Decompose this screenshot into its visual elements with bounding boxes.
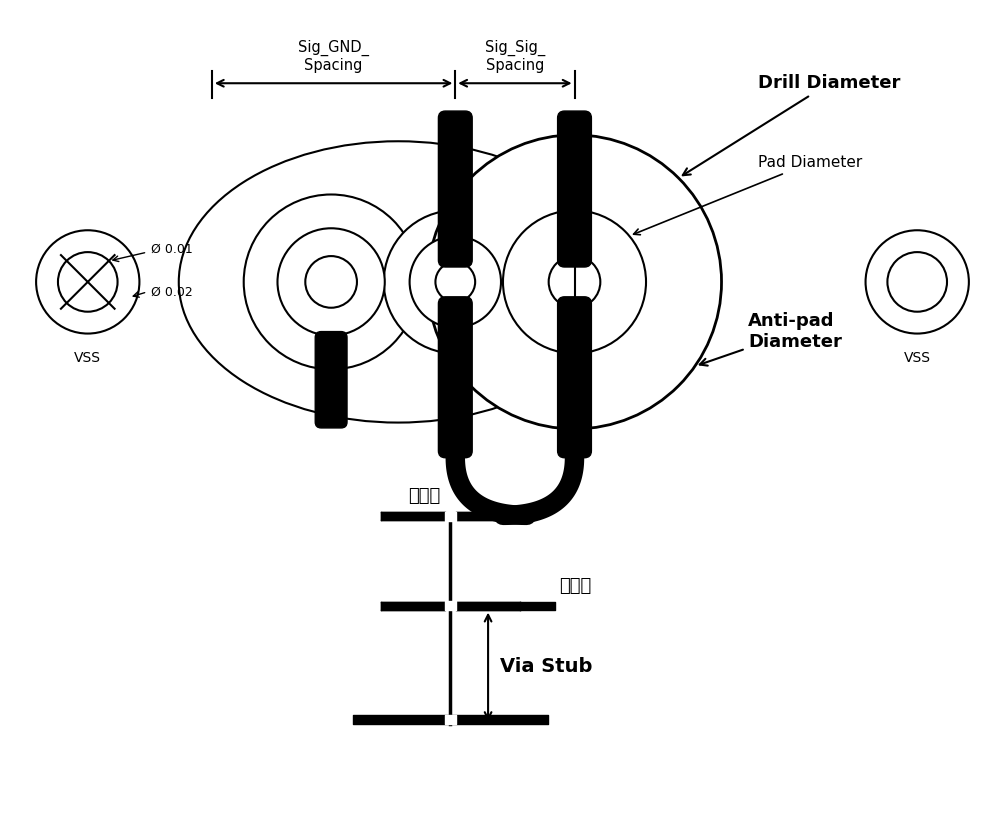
Text: Sig_Sig_
Spacing: Sig_Sig_ Spacing [485, 39, 545, 74]
Circle shape [244, 195, 419, 370]
Text: VSS: VSS [74, 351, 101, 365]
Text: VSS: VSS [904, 351, 931, 365]
Circle shape [435, 262, 475, 302]
Text: Pad Diameter: Pad Diameter [634, 155, 863, 235]
Circle shape [277, 228, 385, 335]
FancyBboxPatch shape [558, 297, 591, 458]
Circle shape [503, 211, 646, 354]
FancyBboxPatch shape [438, 297, 472, 458]
Text: Ø 0.01: Ø 0.01 [151, 242, 193, 256]
Text: Anti-pad
Diameter: Anti-pad Diameter [700, 312, 842, 365]
FancyBboxPatch shape [558, 111, 591, 267]
Text: Drill Diameter: Drill Diameter [683, 74, 901, 176]
Text: Via Stub: Via Stub [500, 657, 592, 676]
Circle shape [410, 237, 501, 328]
Text: Sig_GND_
Spacing: Sig_GND_ Spacing [298, 39, 369, 74]
Text: 信号进: 信号进 [408, 487, 440, 506]
FancyBboxPatch shape [315, 332, 347, 428]
Circle shape [305, 256, 357, 308]
Text: 信号出: 信号出 [560, 577, 592, 595]
Circle shape [549, 256, 600, 308]
Circle shape [384, 211, 527, 354]
FancyBboxPatch shape [438, 111, 472, 267]
Text: Ø 0.02: Ø 0.02 [151, 285, 193, 298]
Circle shape [427, 135, 722, 429]
